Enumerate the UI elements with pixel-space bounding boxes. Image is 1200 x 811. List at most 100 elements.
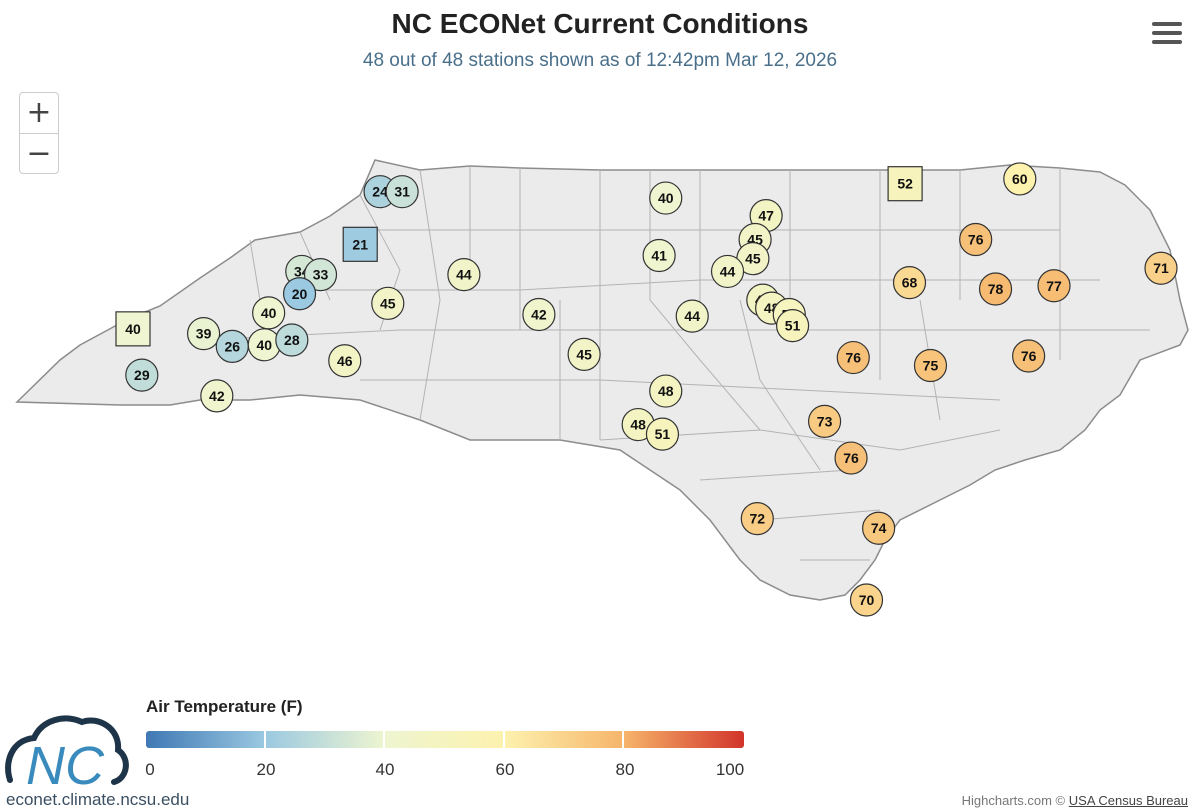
county-layer	[15, 159, 1189, 601]
station-marker[interactable]	[1003, 162, 1037, 196]
station-marker[interactable]	[913, 348, 948, 383]
legend-tick-label: 0	[145, 760, 155, 779]
legend-tick-label: 60	[495, 760, 515, 779]
station-temp-label: 75	[923, 358, 939, 374]
station-temp-label: 31	[394, 184, 410, 200]
station-temp-label: 28	[284, 332, 300, 348]
zoom-in-button[interactable]: +	[20, 93, 58, 133]
station-temp-label: 68	[902, 275, 918, 291]
station-temp-label: 76	[1021, 348, 1037, 364]
econet-logo-icon: NC	[5, 715, 129, 790]
census-bureau-link[interactable]: USA Census Bureau	[1068, 793, 1188, 808]
station-temp-label: 45	[380, 295, 396, 311]
station-temp-label: 45	[745, 251, 761, 267]
station-temp-label: 77	[1046, 278, 1062, 294]
station-marker[interactable]	[775, 309, 810, 343]
station-temp-label: 40	[125, 321, 141, 337]
station-marker-square[interactable]	[342, 226, 378, 262]
station-marker[interactable]	[834, 441, 868, 475]
legend-separator	[622, 731, 624, 748]
station-marker[interactable]	[649, 374, 683, 408]
station-temp-label: 71	[1153, 260, 1169, 276]
station-temp-label: 42	[209, 388, 225, 404]
station-temp-label: 51	[785, 318, 801, 334]
credits-prefix: Highcharts.com ©	[961, 793, 1069, 808]
station-marker[interactable]	[186, 317, 221, 351]
legend-separator	[383, 731, 385, 748]
station-temp-label: 74	[871, 520, 887, 536]
station-temp-label: 78	[988, 281, 1004, 297]
station-marker[interactable]	[1144, 251, 1178, 285]
station-marker[interactable]	[371, 286, 405, 320]
station-temp-label: 73	[817, 413, 833, 429]
legend-title: Air Temperature (F)	[146, 697, 303, 716]
legend-tick-label: 80	[615, 760, 635, 779]
station-marker[interactable]	[275, 323, 309, 357]
station-temp-label: 51	[655, 426, 671, 442]
station-marker[interactable]	[710, 254, 745, 289]
legend-color-bar	[146, 731, 744, 748]
page-title: NC ECONet Current Conditions	[391, 8, 809, 39]
station-temp-label: 48	[630, 417, 646, 433]
station-temp-label: 45	[576, 346, 592, 362]
page-subtitle: 48 out of 48 stations shown as of 12:42p…	[362, 50, 838, 71]
station-temp-label: 44	[456, 267, 472, 283]
logo-text: NC	[26, 736, 105, 790]
legend-tick-label: 20	[256, 760, 276, 779]
station-temp-label: 46	[337, 353, 353, 369]
station-temp-label: 47	[758, 208, 774, 224]
station-marker[interactable]	[567, 337, 601, 371]
station-marker[interactable]	[807, 404, 842, 438]
station-marker[interactable]	[328, 344, 362, 378]
station-temp-label: 52	[897, 176, 913, 192]
station-temp-label: 70	[859, 592, 875, 608]
station-temp-label: 40	[261, 305, 277, 321]
station-temp-label: 21	[352, 236, 368, 252]
legend-separator	[503, 731, 505, 748]
station-marker[interactable]	[978, 272, 1013, 306]
station-temp-label: 44	[684, 308, 700, 324]
zoom-out-button[interactable]: −	[20, 133, 58, 173]
hamburger-menu-icon[interactable]	[1152, 22, 1182, 50]
station-marker[interactable]	[649, 181, 683, 215]
station-marker-square[interactable]	[115, 311, 151, 347]
station-marker[interactable]	[740, 502, 774, 536]
station-temp-label: 76	[968, 232, 984, 248]
legend-tick-label: 40	[375, 760, 395, 779]
station-marker[interactable]	[200, 379, 234, 413]
station-temp-label: 29	[134, 367, 150, 383]
station-marker[interactable]	[849, 583, 884, 617]
station-marker[interactable]	[642, 238, 676, 273]
station-temp-label: 76	[845, 350, 861, 366]
station-temp-label: 26	[224, 338, 240, 354]
station-marker-square[interactable]	[887, 166, 923, 202]
station-marker[interactable]	[1012, 339, 1046, 373]
station-temp-label: 39	[196, 326, 212, 342]
station-temp-label: 42	[531, 306, 547, 322]
station-marker[interactable]	[862, 511, 896, 545]
station-temp-label: 44	[720, 263, 736, 279]
station-marker[interactable]	[303, 258, 338, 292]
station-marker[interactable]	[1037, 269, 1071, 303]
site-url: econet.climate.ncsu.edu	[6, 790, 190, 809]
station-marker[interactable]	[282, 277, 317, 311]
county-lines	[199, 166, 1150, 561]
legend-separator	[264, 731, 266, 748]
station-marker[interactable]	[959, 222, 993, 257]
station-marker[interactable]	[385, 175, 419, 209]
station-temp-label: 41	[651, 247, 667, 263]
station-temp-label: 40	[658, 190, 674, 206]
station-temp-label: 24	[372, 184, 388, 200]
station-marker[interactable]	[892, 265, 927, 300]
station-temp-label: 40	[256, 337, 272, 353]
station-temp-label: 48	[658, 383, 674, 399]
station-marker[interactable]	[836, 340, 870, 375]
station-marker[interactable]	[125, 358, 159, 392]
map-credits: Highcharts.com © USA Census Bureau	[962, 793, 1188, 808]
station-marker[interactable]	[645, 417, 680, 451]
station-temp-label: 76	[843, 450, 859, 466]
station-marker[interactable]	[522, 297, 556, 332]
station-marker[interactable]	[447, 258, 481, 292]
station-marker[interactable]	[675, 299, 709, 333]
